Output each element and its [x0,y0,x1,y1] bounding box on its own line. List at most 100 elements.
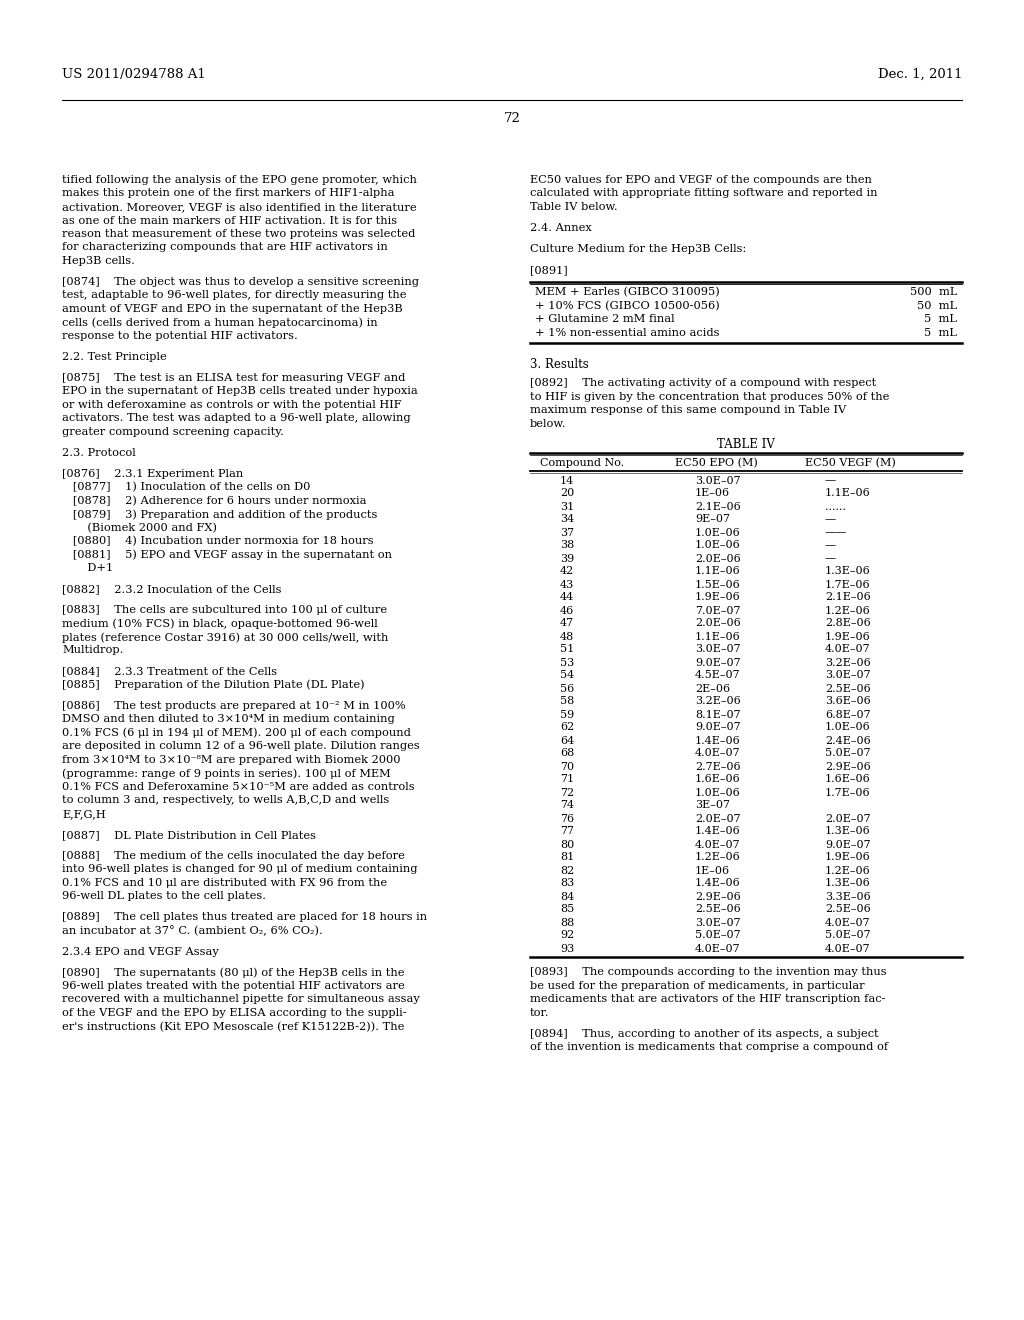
Text: 72: 72 [560,788,574,797]
Text: 2.5E–06: 2.5E–06 [825,904,870,915]
Text: 5  mL: 5 mL [924,327,957,338]
Text: 3.0E–07: 3.0E–07 [695,644,740,655]
Text: [0883]    The cells are subcultured into 100 μl of culture: [0883] The cells are subcultured into 10… [62,605,387,615]
Text: 2.0E–07: 2.0E–07 [825,813,870,824]
Text: 2.7E–06: 2.7E–06 [695,762,740,771]
Text: 3.2E–06: 3.2E–06 [695,697,740,706]
Text: activation. Moreover, VEGF is also identified in the literature: activation. Moreover, VEGF is also ident… [62,202,417,213]
Text: 1.1E–06: 1.1E–06 [825,488,870,499]
Text: (programme: range of 9 points in series). 100 μl of MEM: (programme: range of 9 points in series)… [62,768,391,779]
Text: 1.9E–06: 1.9E–06 [695,593,740,602]
Text: 43: 43 [560,579,574,590]
Text: 3.2E–06: 3.2E–06 [825,657,870,668]
Text: recovered with a multichannel pipette for simultaneous assay: recovered with a multichannel pipette fo… [62,994,420,1005]
Text: 96-well plates treated with the potential HIF activators are: 96-well plates treated with the potentia… [62,981,404,991]
Text: 0.1% FCS and 10 μl are distributed with FX 96 from the: 0.1% FCS and 10 μl are distributed with … [62,878,387,887]
Text: er's instructions (Kit EPO Mesoscale (ref K15122B-2)). The: er's instructions (Kit EPO Mesoscale (re… [62,1022,404,1032]
Text: EC50 values for EPO and VEGF of the compounds are then: EC50 values for EPO and VEGF of the comp… [530,176,871,185]
Text: maximum response of this same compound in Table IV: maximum response of this same compound i… [530,405,846,416]
Text: be used for the preparation of medicaments, in particular: be used for the preparation of medicamen… [530,981,864,991]
Text: E,F,G,H: E,F,G,H [62,809,105,818]
Text: 46: 46 [560,606,574,615]
Text: 2.9E–06: 2.9E–06 [695,891,740,902]
Text: 2E–06: 2E–06 [695,684,730,693]
Text: 1.3E–06: 1.3E–06 [825,879,870,888]
Text: —: — [825,475,837,486]
Text: are deposited in column 12 of a 96-well plate. Dilution ranges: are deposited in column 12 of a 96-well … [62,742,420,751]
Text: [0886]    The test products are prepared at 10⁻² M in 100%: [0886] The test products are prepared at… [62,701,406,711]
Text: 1.4E–06: 1.4E–06 [695,735,740,746]
Text: EC50 VEGF (M): EC50 VEGF (M) [805,458,896,469]
Text: test, adaptable to 96-well plates, for directly measuring the: test, adaptable to 96-well plates, for d… [62,290,407,301]
Text: —: — [825,515,837,524]
Text: 74: 74 [560,800,574,810]
Text: 80: 80 [560,840,574,850]
Text: 1.2E–06: 1.2E–06 [695,853,740,862]
Text: 62: 62 [560,722,574,733]
Text: (Biomek 2000 and FX): (Biomek 2000 and FX) [62,523,217,533]
Text: 4.0E–07: 4.0E–07 [825,944,870,953]
Text: or with deferoxamine as controls or with the potential HIF: or with deferoxamine as controls or with… [62,400,401,409]
Text: MEM + Earles (GIBCO 310095): MEM + Earles (GIBCO 310095) [535,288,720,297]
Text: 1.3E–06: 1.3E–06 [825,566,870,577]
Text: 54: 54 [560,671,574,681]
Text: tor.: tor. [530,1007,550,1018]
Text: Culture Medium for the Hep3B Cells:: Culture Medium for the Hep3B Cells: [530,244,746,253]
Text: Table IV below.: Table IV below. [530,202,617,213]
Text: 1.6E–06: 1.6E–06 [825,775,870,784]
Text: 4.0E–07: 4.0E–07 [825,917,870,928]
Text: 84: 84 [560,891,574,902]
Text: 1E–06: 1E–06 [695,866,730,875]
Text: + Glutamine 2 mM final: + Glutamine 2 mM final [535,314,675,325]
Text: 42: 42 [560,566,574,577]
Text: 6.8E–07: 6.8E–07 [825,710,870,719]
Text: below.: below. [530,418,566,429]
Text: 1.6E–06: 1.6E–06 [695,775,740,784]
Text: 2.4E–06: 2.4E–06 [825,735,870,746]
Text: 1.9E–06: 1.9E–06 [825,631,870,642]
Text: 2.1E–06: 2.1E–06 [695,502,740,511]
Text: Compound No.: Compound No. [540,458,624,467]
Text: 0.1% FCS and Deferoxamine 5×10⁻⁵M are added as controls: 0.1% FCS and Deferoxamine 5×10⁻⁵M are ad… [62,781,415,792]
Text: 7.0E–07: 7.0E–07 [695,606,740,615]
Text: 68: 68 [560,748,574,759]
Text: 3.3E–06: 3.3E–06 [825,891,870,902]
Text: 2.2. Test Principle: 2.2. Test Principle [62,352,167,362]
Text: 9.0E–07: 9.0E–07 [695,657,740,668]
Text: [0876]    2.3.1 Experiment Plan: [0876] 2.3.1 Experiment Plan [62,469,244,479]
Text: TABLE IV: TABLE IV [717,438,775,451]
Text: 1.0E–06: 1.0E–06 [825,722,870,733]
Text: + 1% non-essential amino acids: + 1% non-essential amino acids [535,327,720,338]
Text: from 3×10⁴M to 3×10⁻⁸M are prepared with Biomek 2000: from 3×10⁴M to 3×10⁻⁸M are prepared with… [62,755,400,764]
Text: [0889]    The cell plates thus treated are placed for 18 hours in: [0889] The cell plates thus treated are … [62,912,427,923]
Text: [0890]    The supernatants (80 μl) of the Hep3B cells in the: [0890] The supernatants (80 μl) of the H… [62,968,404,978]
Text: into 96-well plates is changed for 90 μl of medium containing: into 96-well plates is changed for 90 μl… [62,865,418,874]
Text: [0887]    DL Plate Distribution in Cell Plates: [0887] DL Plate Distribution in Cell Pla… [62,830,316,840]
Text: 14: 14 [560,475,574,486]
Text: 4.5E–07: 4.5E–07 [695,671,740,681]
Text: —: — [825,553,837,564]
Text: 1.2E–06: 1.2E–06 [825,866,870,875]
Text: 44: 44 [560,593,574,602]
Text: [0881]    5) EPO and VEGF assay in the supernatant on: [0881] 5) EPO and VEGF assay in the supe… [62,549,392,560]
Text: 1.4E–06: 1.4E–06 [695,879,740,888]
Text: 71: 71 [560,775,574,784]
Text: 3.0E–07: 3.0E–07 [695,917,740,928]
Text: 83: 83 [560,879,574,888]
Text: [0877]    1) Inoculation of the cells on D0: [0877] 1) Inoculation of the cells on D0 [62,482,310,492]
Text: 2.9E–06: 2.9E–06 [825,762,870,771]
Text: to column 3 and, respectively, to wells A,B,C,D and wells: to column 3 and, respectively, to wells … [62,796,389,805]
Text: 93: 93 [560,944,574,953]
Text: 3.0E–07: 3.0E–07 [825,671,870,681]
Text: 2.1E–06: 2.1E–06 [825,593,870,602]
Text: 20: 20 [560,488,574,499]
Text: to HIF is given by the concentration that produces 50% of the: to HIF is given by the concentration tha… [530,392,890,401]
Text: 2.3.4 EPO and VEGF Assay: 2.3.4 EPO and VEGF Assay [62,946,219,957]
Text: 81: 81 [560,853,574,862]
Text: ——: —— [825,528,847,537]
Text: 1.0E–06: 1.0E–06 [695,788,740,797]
Text: an incubator at 37° C. (ambient O₂, 6% CO₂).: an incubator at 37° C. (ambient O₂, 6% C… [62,925,323,936]
Text: —: — [825,540,837,550]
Text: 70: 70 [560,762,574,771]
Text: 47: 47 [560,619,574,628]
